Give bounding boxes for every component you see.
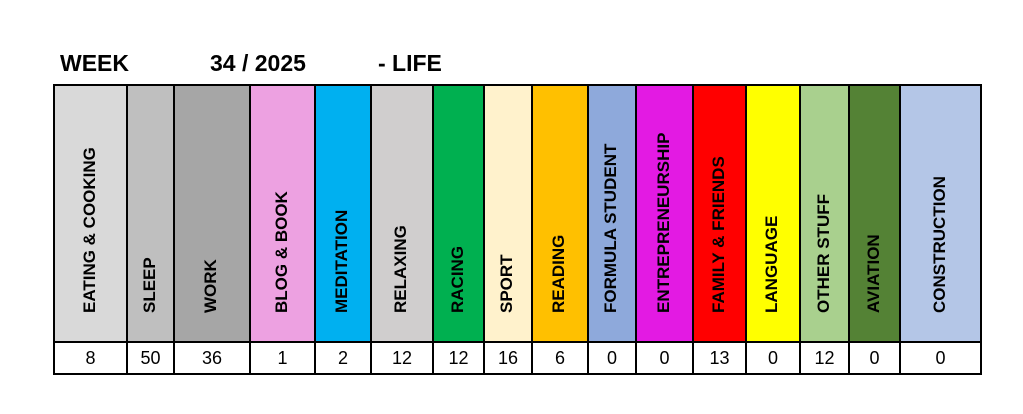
- category-label: WORK: [201, 259, 220, 313]
- category-header: AVIATION: [850, 86, 899, 343]
- category-hours: 6: [533, 343, 587, 375]
- category-header: CONSTRUCTION: [901, 86, 980, 343]
- category-header: FORMULA STUDENT: [589, 86, 635, 343]
- category-column: RACING 12: [434, 86, 485, 375]
- category-hours: 0: [850, 343, 899, 375]
- category-label: LANGUAGE: [762, 215, 781, 313]
- category-label: BLOG & BOOK: [271, 191, 291, 313]
- category-label: ENTREPRENEURSHIP: [653, 132, 673, 313]
- category-hours: 12: [434, 343, 483, 375]
- category-column: FAMILY & FRIENDS 13: [694, 86, 747, 375]
- category-label: RACING: [447, 245, 467, 313]
- category-hours: 13: [694, 343, 745, 375]
- category-header: READING: [533, 86, 587, 343]
- category-header: BLOG & BOOK: [251, 86, 314, 343]
- category-column: ENTREPRENEURSHIP 0: [637, 86, 694, 375]
- category-header: OTHER STUFF: [801, 86, 848, 343]
- category-column: READING 6: [533, 86, 589, 375]
- category-column: OTHER STUFF 12: [801, 86, 850, 375]
- category-header: RELAXING: [372, 86, 432, 343]
- category-hours: 12: [801, 343, 848, 375]
- category-column: AVIATION 0: [850, 86, 901, 375]
- category-header: RACING: [434, 86, 483, 343]
- category-header: EATING & COOKING: [55, 86, 126, 343]
- category-label: OTHER STUFF: [813, 194, 833, 313]
- week-number: 34 / 2025: [210, 50, 306, 76]
- category-hours: 36: [175, 343, 249, 375]
- category-column: SPORT 16: [485, 86, 533, 375]
- category-header: WORK: [175, 86, 249, 343]
- category-column: BLOG & BOOK 1: [251, 86, 316, 375]
- category-header: FAMILY & FRIENDS: [694, 86, 745, 343]
- category-header: SLEEP: [128, 86, 173, 343]
- category-hours: 0: [747, 343, 799, 375]
- life-label: - LIFE: [378, 50, 442, 76]
- category-column: LANGUAGE 0: [747, 86, 801, 375]
- category-hours: 12: [372, 343, 432, 375]
- category-label: CONSTRUCTION: [929, 176, 949, 313]
- category-hours: 16: [485, 343, 531, 375]
- category-hours: 50: [128, 343, 173, 375]
- category-hours: 0: [637, 343, 692, 375]
- category-hours: 0: [901, 343, 980, 375]
- category-header: LANGUAGE: [747, 86, 799, 343]
- category-label: SPORT: [497, 254, 516, 313]
- category-label: RELAXING: [391, 225, 410, 313]
- category-label: MEDITATION: [332, 209, 351, 313]
- category-label: READING: [549, 234, 568, 313]
- category-column: WORK 36: [175, 86, 251, 375]
- category-column: FORMULA STUDENT 0: [589, 86, 637, 375]
- category-column: MEDITATION 2: [316, 86, 372, 375]
- category-header: SPORT: [485, 86, 531, 343]
- category-column: EATING & COOKING 8: [55, 86, 128, 375]
- category-label: AVIATION: [863, 234, 883, 313]
- category-header: ENTREPRENEURSHIP: [637, 86, 692, 343]
- category-column: CONSTRUCTION 0: [901, 86, 982, 375]
- category-label: FAMILY & FRIENDS: [708, 156, 728, 313]
- category-label: FORMULA STUDENT: [601, 143, 620, 313]
- week-label: WEEK: [60, 50, 129, 76]
- category-column: RELAXING 12: [372, 86, 434, 375]
- category-hours: 8: [55, 343, 126, 375]
- category-hours: 1: [251, 343, 314, 375]
- category-hours: 2: [316, 343, 370, 375]
- category-column: SLEEP 50: [128, 86, 175, 375]
- category-hours: 0: [589, 343, 635, 375]
- activity-table: EATING & COOKING 8 SLEEP 50 WORK 36 BLOG & BOO…: [53, 84, 982, 375]
- category-label: EATING & COOKING: [79, 147, 99, 313]
- category-label: SLEEP: [139, 257, 159, 313]
- category-header: MEDITATION: [316, 86, 370, 343]
